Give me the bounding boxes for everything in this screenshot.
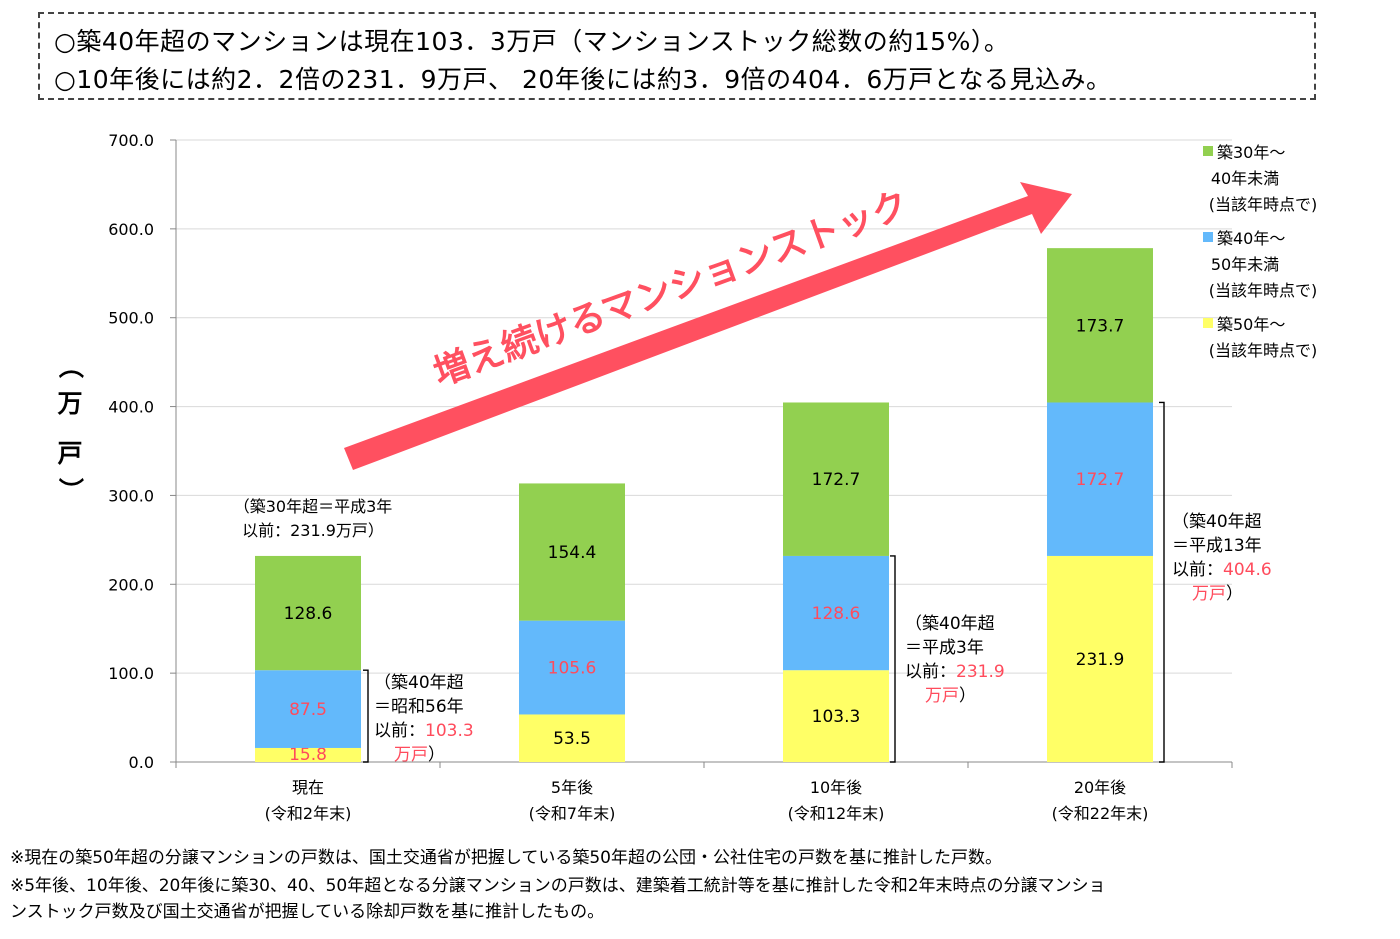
data-label: 128.6 (284, 604, 333, 624)
y-axis-label: ） (56, 477, 85, 502)
y-axis-label: 万 (57, 389, 82, 418)
footnote-2: ※5年後、10年後、20年後に築30、40、50年超となる分譲マンションの戸数は… (10, 876, 1106, 896)
stock-chart: 0.0 100.0 200.0 300.0 400.0 500.0 600.0 700.0 （ 万… (56, 131, 1318, 823)
bracket (890, 555, 896, 763)
data-label: 172.7 (1076, 470, 1125, 490)
annotation-text: （築30年超＝平成3年 (234, 497, 393, 516)
data-label: 172.7 (812, 470, 861, 490)
data-label: 231.9 (1076, 650, 1125, 670)
annotation-text: 以前：103.3 (374, 721, 474, 741)
annotation-text: 万戸） (1192, 584, 1243, 604)
annotation-text: （築40年超 (374, 673, 464, 693)
growth-arrow-label: 増え続けるマンションストック (428, 184, 914, 394)
summary-line-1: ○築40年超のマンションは現在103．3万戸（マンションストック総数の約15%）… (54, 27, 1010, 56)
data-label: 154.4 (548, 543, 597, 563)
summary-line-2: ○10年後には約2．2倍の231．9万戸、 20年後には約3．9倍の404．6万… (54, 65, 1112, 94)
y-tick-label: 200.0 (108, 575, 154, 594)
y-tick-label: 300.0 (108, 486, 154, 505)
annotation-text: ＝平成13年 (1172, 536, 1262, 556)
annotation-text: 以前：231.9万戸） (242, 521, 384, 540)
annotation-text: 万戸） (925, 686, 976, 706)
footnote-1: ※現在の築50年超の分譲マンションの戸数は、国土交通省が把握している築50年超の… (10, 848, 1002, 868)
annotation-text: （築40年超 (905, 614, 995, 634)
y-axis-label: 戸 (57, 439, 82, 468)
bar-segment (255, 555, 361, 671)
data-label: 87.5 (289, 700, 327, 720)
annotation-text: ＝昭和56年 (374, 697, 464, 717)
x-tick-label: 10年後 (810, 778, 862, 797)
x-tick-label: (令和7年末) (529, 804, 616, 823)
data-label: 15.8 (289, 745, 327, 765)
legend-entry: (当該年時点で) (1209, 195, 1318, 214)
bar-segment (519, 620, 625, 715)
x-tick-label: 現在 (292, 778, 324, 797)
y-tick-label: 600.0 (108, 220, 154, 239)
data-label: 53.5 (553, 729, 591, 749)
y-tick-label: 400.0 (108, 398, 154, 417)
legend-entry: 築40年～ (1217, 229, 1285, 248)
x-tick-label: 5年後 (551, 778, 593, 797)
bar-segment (255, 670, 361, 748)
bar-segment (519, 483, 625, 621)
summary-box: ○築40年超のマンションは現在103．3万戸（マンションストック総数の約15%）… (38, 12, 1316, 100)
bar-segment (783, 670, 889, 762)
x-tick-label: (令和12年末) (788, 804, 885, 823)
annotation-text: 万戸） (394, 745, 445, 765)
growth-arrow (344, 182, 1072, 470)
bar-segment (255, 747, 361, 762)
legend-entry: 40年未満 (1211, 169, 1279, 188)
bracket (1159, 401, 1165, 763)
bracket (363, 669, 369, 763)
data-label: 173.7 (1076, 316, 1125, 336)
annotation-text: 以前：231.9 (905, 662, 1005, 682)
bar-segment (783, 402, 889, 556)
legend-swatch (1203, 146, 1213, 156)
bar-segment (1047, 402, 1153, 556)
bar-segment (519, 714, 625, 762)
legend-entry: 50年未満 (1211, 255, 1279, 274)
data-label: 105.6 (548, 659, 597, 679)
y-tick-label: 100.0 (108, 664, 154, 683)
annotation-text: （築40年超 (1172, 512, 1262, 532)
legend-entry: 築50年～ (1217, 315, 1285, 334)
bar-segment (783, 555, 889, 671)
y-axis-label: （ (56, 353, 85, 378)
x-tick-label: (令和2年末) (265, 804, 352, 823)
annotation-text: 以前：404.6 (1172, 560, 1272, 580)
data-label: 128.6 (812, 604, 861, 624)
footnote-3: ンストック戸数及び国土交通省が把握している除却戸数を基に推計したもの。 (10, 902, 605, 922)
annotation-text: ＝平成3年 (905, 638, 984, 658)
legend-entry: 築30年～ (1217, 143, 1285, 162)
x-tick-label: 20年後 (1074, 778, 1126, 797)
legend-entry: (当該年時点で) (1209, 281, 1318, 300)
legend-swatch (1203, 232, 1213, 242)
legend-swatch (1203, 318, 1213, 328)
bar-segment (1047, 555, 1153, 762)
x-tick-label: (令和22年末) (1052, 804, 1149, 823)
y-tick-label: 700.0 (108, 131, 154, 150)
bar-segment (1047, 248, 1153, 403)
legend-entry: (当該年時点で) (1209, 341, 1318, 360)
data-label: 103.3 (812, 707, 861, 727)
y-tick-label: 500.0 (108, 309, 154, 328)
y-tick-label: 0.0 (129, 753, 154, 772)
